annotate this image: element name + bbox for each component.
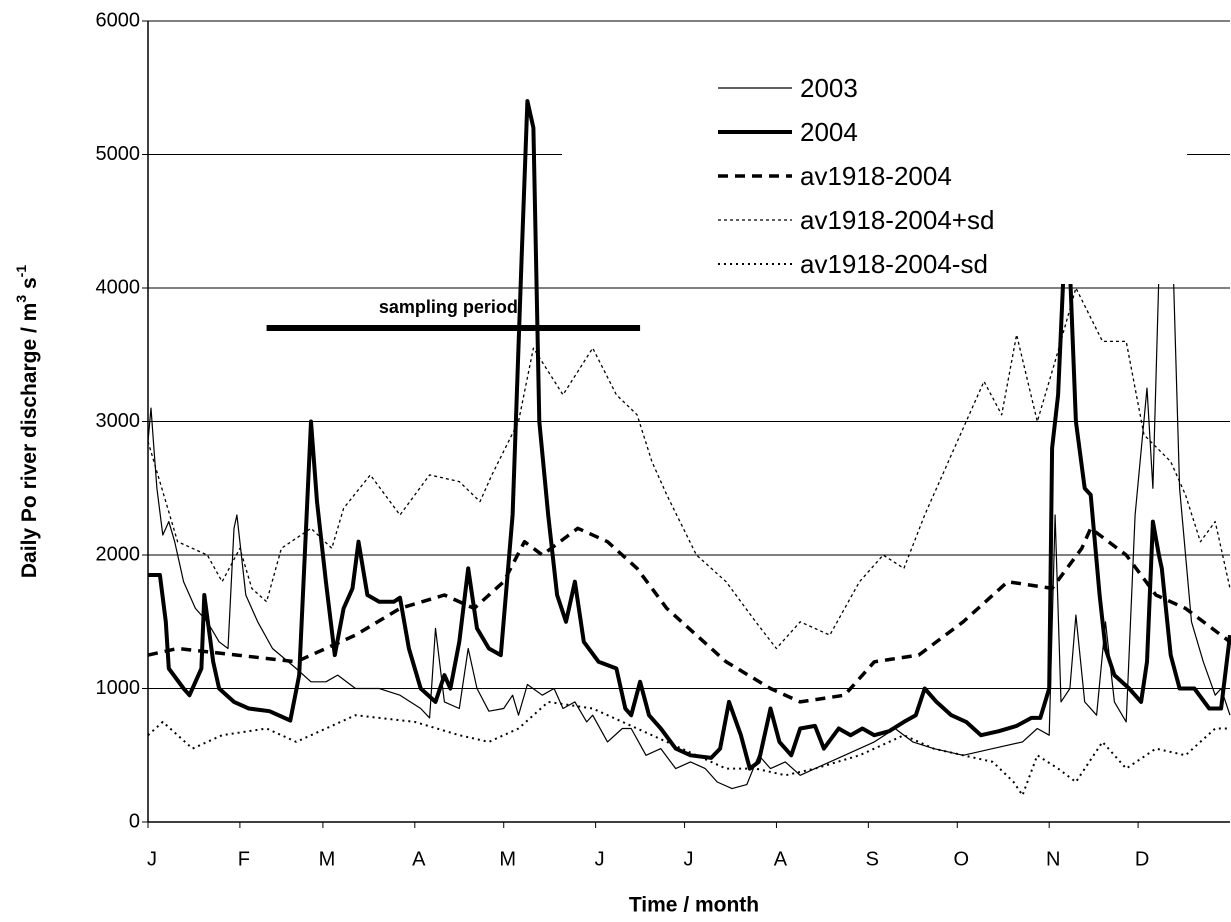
y-tick-label: 4000 bbox=[96, 276, 141, 298]
y-tick-label: 1000 bbox=[96, 677, 141, 699]
x-tick-label: M bbox=[499, 848, 516, 870]
x-tick-label: J bbox=[595, 848, 605, 870]
legend-label: av1918-2004-sd bbox=[800, 249, 988, 279]
y-axis-title: Daily Po river discharge / m3 s-1 bbox=[13, 265, 41, 578]
x-tick-label: S bbox=[866, 848, 879, 870]
x-tick-label: O bbox=[953, 848, 969, 870]
legend-label: 2004 bbox=[800, 117, 858, 147]
y-axis-title-part: 3 bbox=[13, 295, 29, 303]
legend-label: 2003 bbox=[800, 73, 858, 103]
y-tick-label: 5000 bbox=[96, 143, 141, 165]
legend-box bbox=[562, 66, 1187, 284]
series-line bbox=[147, 287, 1231, 650]
y-tick-label: 3000 bbox=[96, 410, 141, 432]
y-tick-label: 2000 bbox=[96, 543, 141, 565]
x-tick-label: F bbox=[238, 848, 250, 870]
x-axis-title: Time / month bbox=[629, 894, 759, 917]
x-tick-label: A bbox=[774, 848, 788, 870]
x-tick-label: M bbox=[319, 848, 336, 870]
legend-label: av1918-2004+sd bbox=[800, 205, 994, 235]
y-axis-title-part: -1 bbox=[13, 265, 29, 278]
x-tick-label: A bbox=[412, 848, 426, 870]
x-tick-label: N bbox=[1046, 848, 1060, 870]
legend-label: av1918-2004 bbox=[800, 161, 952, 191]
x-tick-label: D bbox=[1135, 848, 1149, 870]
y-axis-title-part: s bbox=[18, 277, 41, 295]
x-tick-label: J bbox=[684, 848, 694, 870]
x-tick-label: J bbox=[147, 848, 157, 870]
y-tick-label: 6000 bbox=[96, 9, 141, 31]
y-axis-title-part: Daily Po river discharge / m bbox=[18, 303, 41, 578]
series-line bbox=[147, 526, 1231, 704]
annotation-label: sampling period bbox=[379, 297, 518, 317]
y-tick-label: 0 bbox=[129, 810, 140, 832]
series-line bbox=[147, 700, 1230, 797]
series-line bbox=[148, 99, 1231, 771]
series-line bbox=[147, 147, 1231, 790]
